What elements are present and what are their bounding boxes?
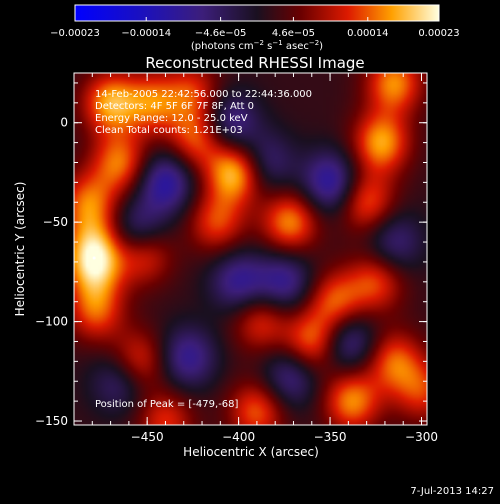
- peak-position-label: Position of Peak = [-479,-68]: [95, 399, 239, 410]
- annotation-line: Energy Range: 12.0 - 25.0 keV: [95, 113, 248, 124]
- colorbar: [74, 4, 440, 22]
- y-tick-label: 0: [60, 116, 68, 130]
- y-tick-label: −150: [35, 414, 68, 428]
- x-tick-label: −400: [222, 430, 255, 444]
- peak-marker: [92, 256, 96, 260]
- footer-timestamp: 7-Jul-2013 14:27: [410, 486, 494, 497]
- x-tick-label: −300: [405, 430, 438, 444]
- heatmap-image: [74, 73, 427, 425]
- x-axis-label: Heliocentric X (arcsec): [183, 445, 319, 459]
- annotation-line: 14-Feb-2005 22:42:56.000 to 22:44:36.000: [95, 89, 312, 100]
- colorbar-ticks: −0.00023 −0.00014 −4.6e−05 4.6e−05 0.00014 0.…: [50, 17, 460, 39]
- annotation-line: Detectors: 4F 5F 6F 7F 8F, Att 0: [95, 101, 254, 112]
- colorbar-tick-label: 0.00023: [418, 28, 459, 39]
- colorbar-tick-label: 0.00014: [347, 28, 388, 39]
- y-tick-label: −50: [43, 215, 68, 229]
- colorbar-tick-label: −0.00023: [50, 28, 100, 39]
- y-tick-label: −100: [35, 315, 68, 329]
- annotation-block: 14-Feb-2005 22:42:56.000 to 22:44:36.000…: [95, 89, 312, 136]
- colorbar-unit: (photons cm−2 s−1 asec−2): [191, 39, 323, 52]
- x-tick-label: −350: [314, 430, 347, 444]
- annotation-line: Clean Total counts: 1.21E+03: [95, 125, 243, 136]
- y-axis-label: Heliocentric Y (arcsec): [13, 182, 27, 317]
- x-axis: −450 −400 −350 −300: [73, 73, 438, 444]
- plot-frame: [73, 72, 428, 426]
- y-axis: 0 −50 −100 −150: [35, 82, 427, 428]
- x-tick-label: −450: [131, 430, 164, 444]
- colorbar-tick-label: −4.6e−05: [195, 28, 247, 39]
- colorbar-tick-label: 4.6e−05: [272, 28, 315, 39]
- chart-title: Reconstructed RHESSI Image: [145, 54, 364, 72]
- colorbar-tick-label: −0.00014: [121, 28, 171, 39]
